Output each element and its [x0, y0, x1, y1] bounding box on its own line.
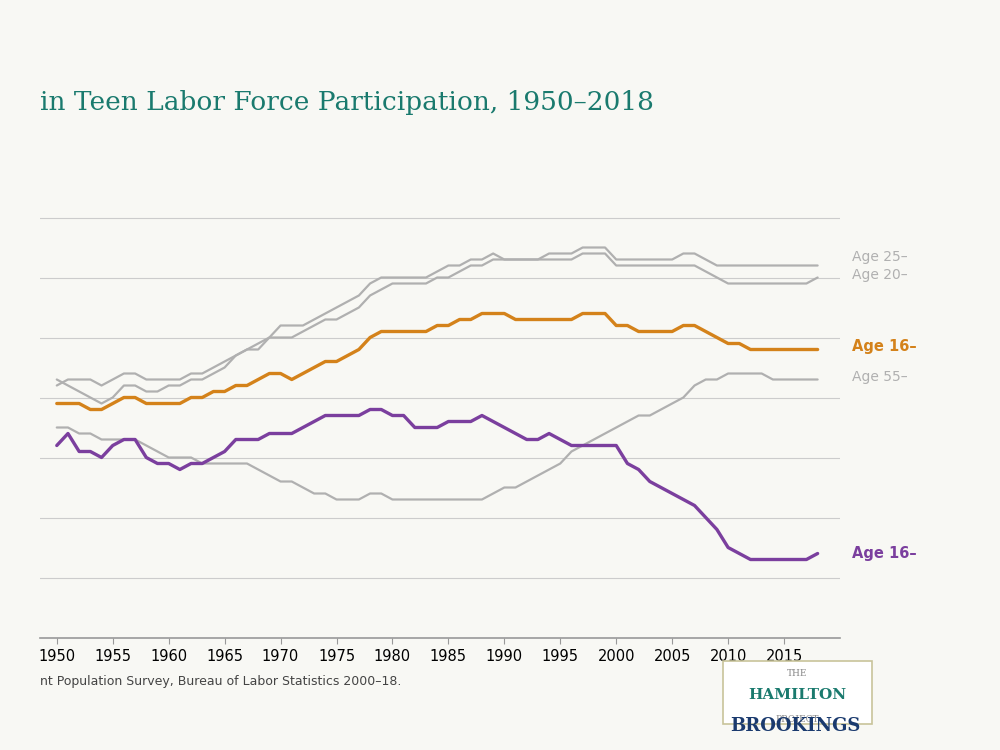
Text: Age 20–: Age 20–	[852, 268, 908, 281]
Text: PROJECT: PROJECT	[776, 715, 819, 724]
FancyBboxPatch shape	[723, 662, 872, 724]
Text: BROOKINGS: BROOKINGS	[730, 717, 860, 735]
Text: in Teen Labor Force Participation, 1950–2018: in Teen Labor Force Participation, 1950–…	[40, 90, 654, 115]
Text: Age 16–: Age 16–	[852, 339, 917, 354]
Text: THE: THE	[787, 669, 808, 678]
Text: Age 55–: Age 55–	[852, 370, 908, 383]
Text: nt Population Survey, Bureau of Labor Statistics 2000–18.: nt Population Survey, Bureau of Labor St…	[40, 675, 401, 688]
Text: Age 16–: Age 16–	[852, 546, 917, 561]
Text: HAMILTON: HAMILTON	[748, 688, 847, 702]
Text: Age 25–: Age 25–	[852, 250, 908, 263]
